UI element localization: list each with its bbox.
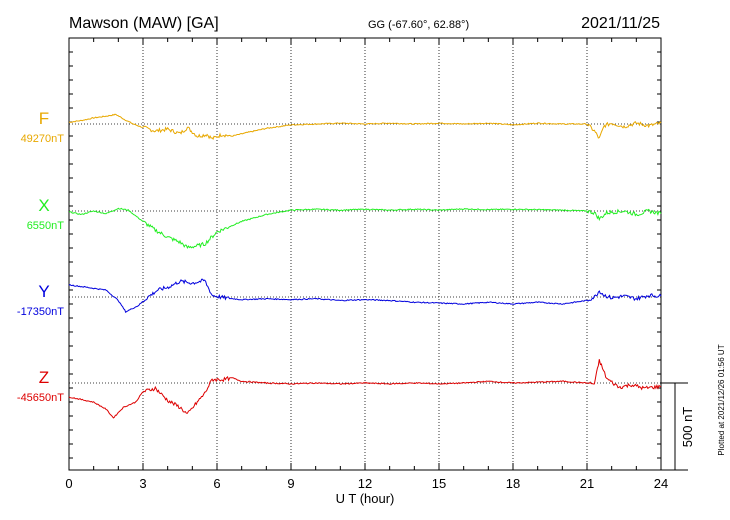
series-line-f bbox=[68, 113, 662, 140]
grid-lines bbox=[69, 38, 661, 470]
coordinate-label: GG (-67.60°, 62.88°) bbox=[368, 19, 469, 31]
series-line-x bbox=[68, 207, 662, 250]
station-title: Mawson (MAW) [GA] bbox=[69, 15, 219, 32]
x-tick-label: 15 bbox=[432, 476, 446, 491]
x-tick-labels: 0 3 6 9 12 15 18 21 24 bbox=[65, 476, 668, 491]
axis-ticks bbox=[68, 38, 662, 470]
series-name-y: Y bbox=[38, 282, 49, 301]
x-tick-label: 0 bbox=[65, 476, 72, 491]
x-tick-label: 6 bbox=[213, 476, 220, 491]
series-baseline-y: -17350nT bbox=[17, 306, 64, 318]
series-name-x: X bbox=[38, 196, 49, 215]
series-labels: F 49270nT X 6550nT Y -17350nT Z -45650nT bbox=[17, 109, 64, 404]
series-baseline-f: 49270nT bbox=[21, 133, 65, 145]
plotted-note: Plotted at 2021/12/26 01:56 UT bbox=[717, 344, 726, 455]
scale-bar: 500 nT bbox=[660, 382, 695, 471]
x-tick-label: 12 bbox=[358, 476, 372, 491]
series-line-z bbox=[68, 359, 662, 419]
scale-bar-label: 500 nT bbox=[680, 407, 695, 448]
x-tick-label: 3 bbox=[139, 476, 146, 491]
date-label: 2021/11/25 bbox=[581, 15, 660, 32]
x-tick-label: 9 bbox=[287, 476, 294, 491]
series-name-f: F bbox=[39, 109, 49, 128]
x-tick-label: 21 bbox=[580, 476, 594, 491]
x-tick-label: 24 bbox=[654, 476, 668, 491]
series-group bbox=[68, 113, 662, 419]
series-baseline-z: -45650nT bbox=[17, 392, 64, 404]
x-tick-label: 18 bbox=[506, 476, 520, 491]
x-axis-label: U T (hour) bbox=[336, 491, 395, 506]
series-name-z: Z bbox=[39, 368, 49, 387]
series-baseline-x: 6550nT bbox=[27, 220, 65, 232]
series-line-y bbox=[68, 278, 662, 314]
